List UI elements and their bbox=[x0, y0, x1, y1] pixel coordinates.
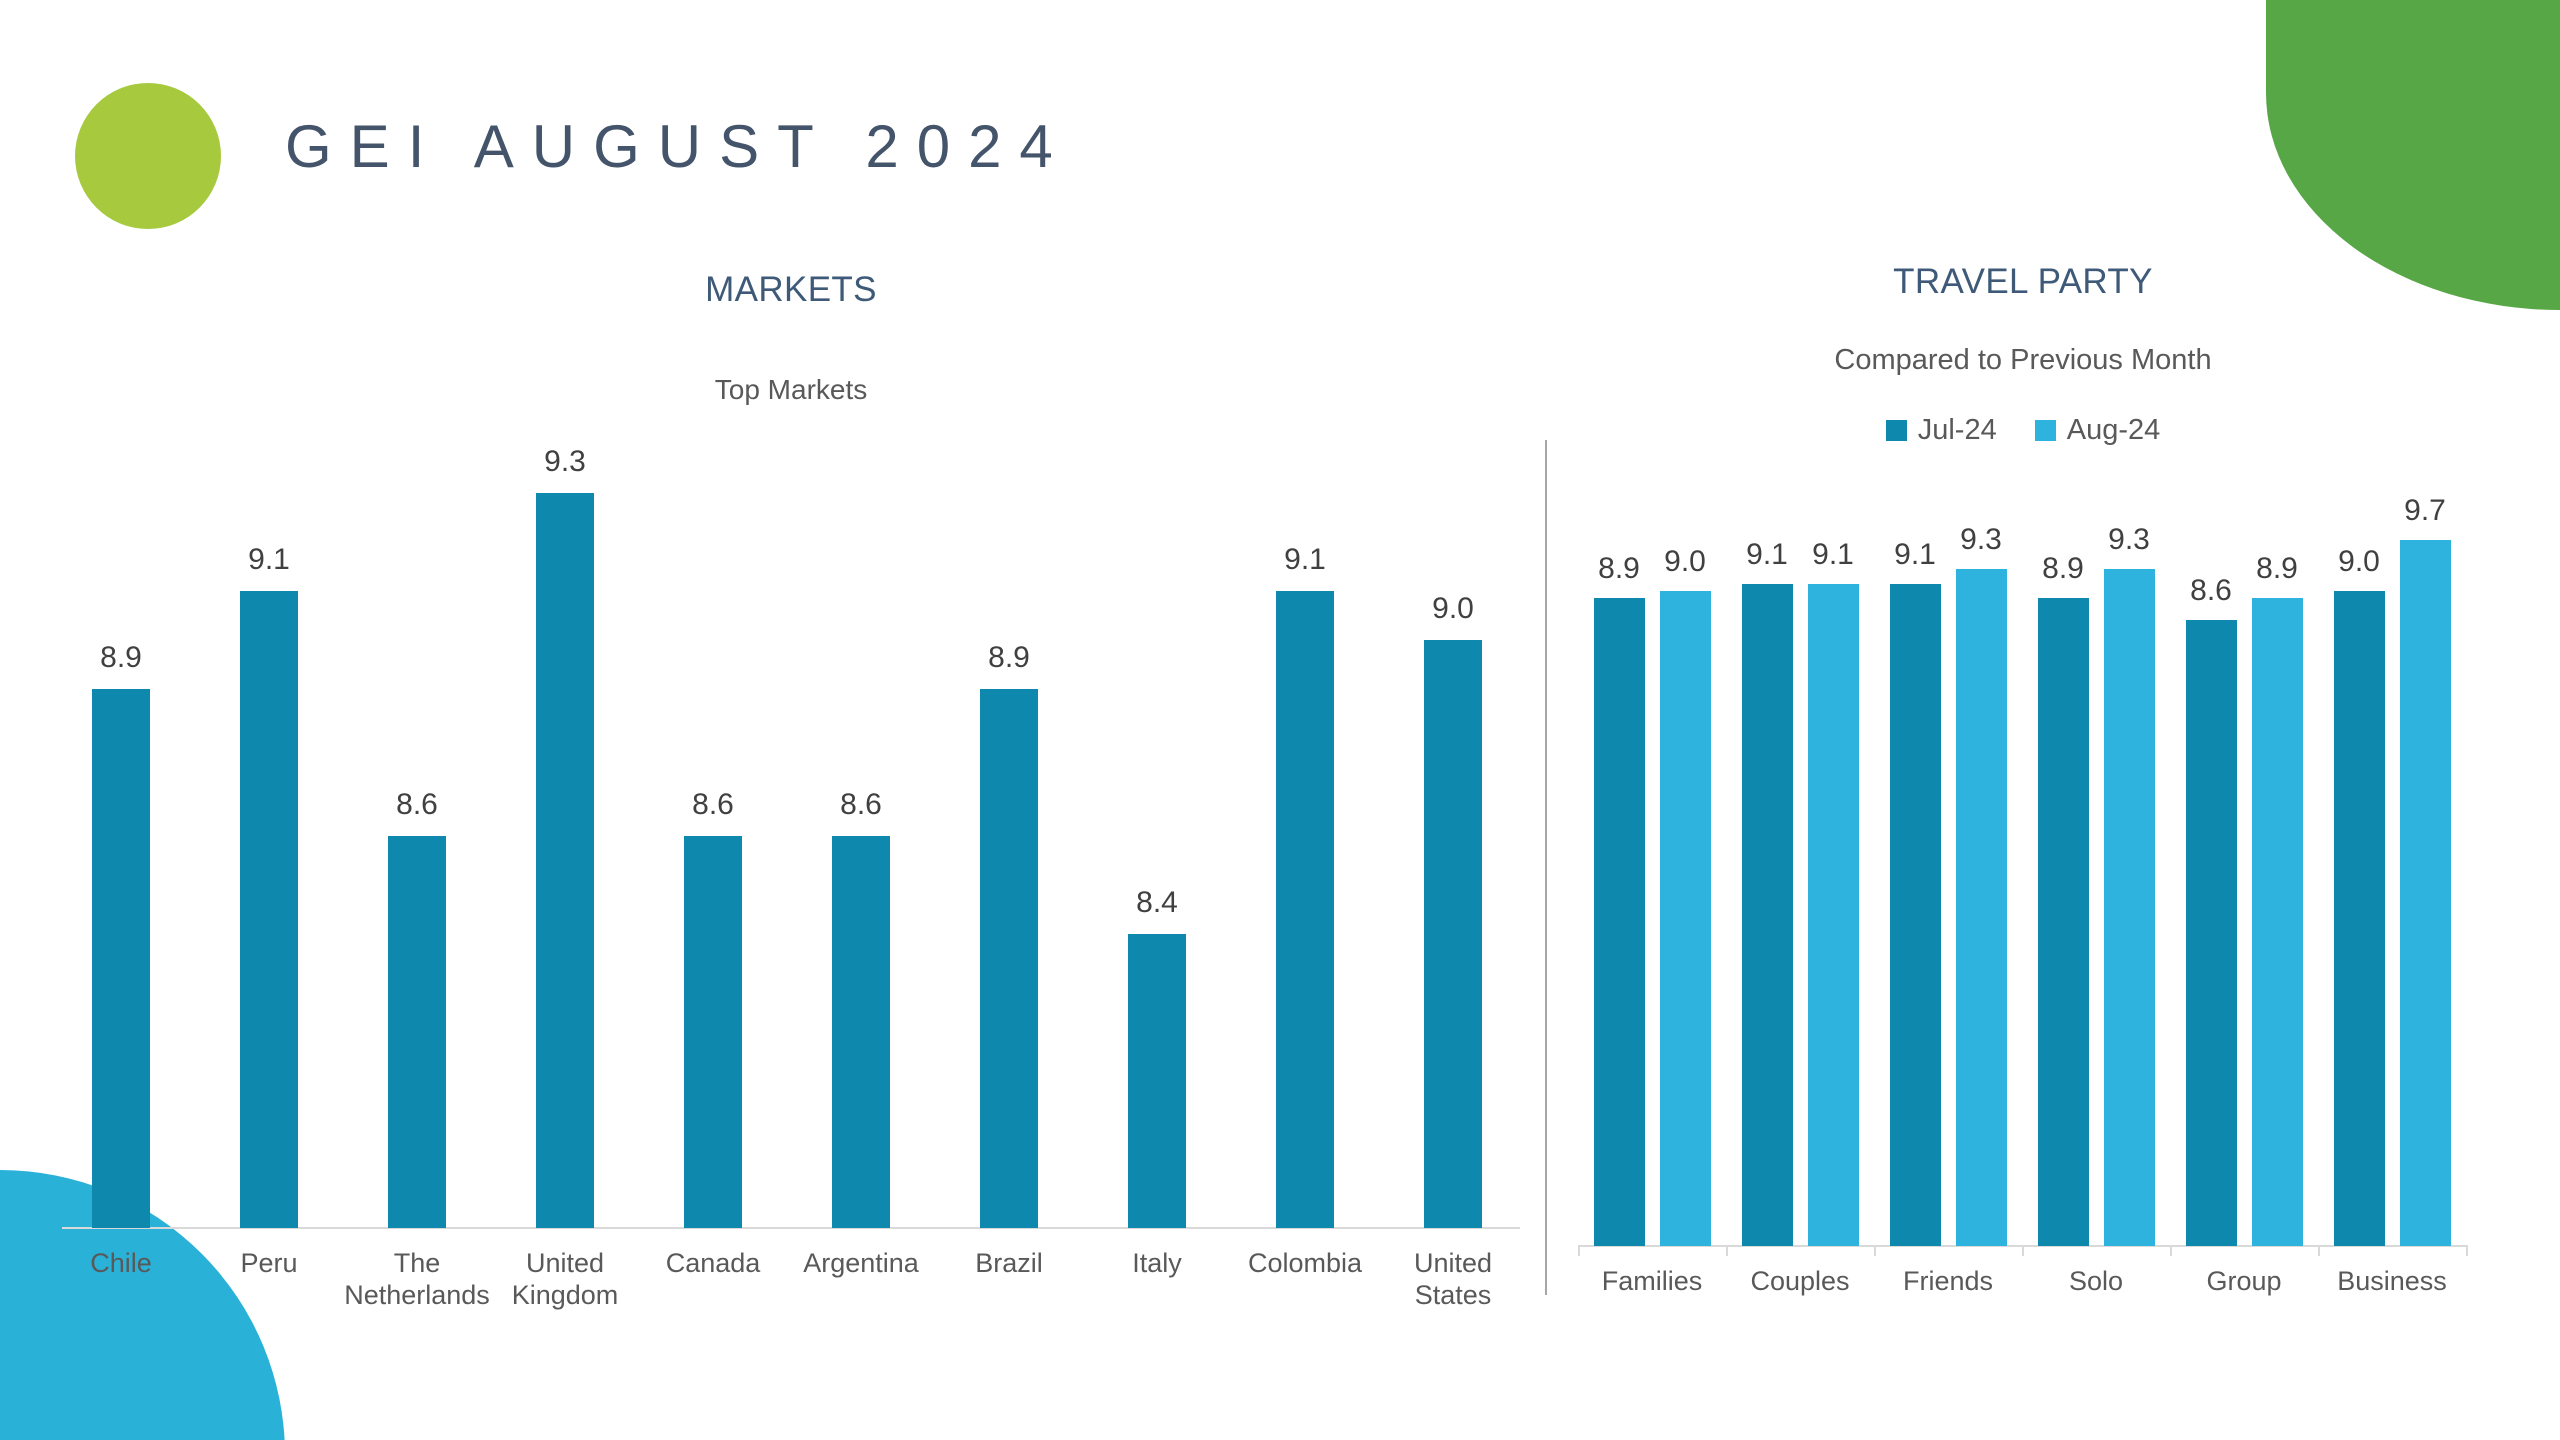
travel-party-value-label: 9.3 bbox=[2108, 523, 2150, 556]
markets-plot: 8.9 Chile 9.1 Peru 8.6 The Netherlands 9.3 Unit… bbox=[62, 395, 1520, 1310]
travel-party-bar bbox=[2103, 569, 2155, 1246]
markets-bar bbox=[832, 836, 890, 1228]
markets-value-label: 9.3 bbox=[544, 445, 586, 478]
travel-party-value-label: 9.1 bbox=[1812, 538, 1854, 571]
markets-value-label: 8.9 bbox=[988, 641, 1030, 674]
markets-value-label: 8.6 bbox=[692, 788, 734, 821]
markets-chart: MARKETS Top Markets 8.9 Chile 9.1 Peru 8.6 Th… bbox=[62, 270, 1520, 1370]
travel-party-category-label: Couples bbox=[1750, 1266, 1850, 1296]
markets-bar bbox=[1276, 591, 1334, 1228]
travel-party-bar bbox=[1807, 584, 1859, 1246]
travel-party-value-label: 9.0 bbox=[2338, 545, 2380, 578]
aug-24-swatch-icon bbox=[2034, 420, 2056, 441]
travel-party-category-label: Friends bbox=[1902, 1266, 1994, 1296]
travel-party-bar bbox=[1593, 598, 1645, 1246]
legend-label-aug-24: Aug-24 bbox=[2066, 414, 2161, 446]
jul-24-swatch-icon bbox=[1885, 420, 1907, 441]
travel-party-value-label: 9.7 bbox=[2404, 494, 2446, 527]
lime-circle-decor bbox=[75, 83, 221, 229]
travel-party-value-label: 9.3 bbox=[1960, 523, 2002, 556]
markets-category-label: Peru bbox=[240, 1248, 298, 1278]
travel-party-value-label: 8.9 bbox=[2256, 552, 2298, 585]
travel-party-axis-tick bbox=[1874, 1246, 1876, 1256]
travel-party-bar bbox=[2251, 598, 2303, 1246]
travel-party-value-label: 9.1 bbox=[1894, 538, 1936, 571]
markets-bar bbox=[980, 689, 1038, 1228]
markets-value-label: 9.1 bbox=[248, 543, 290, 576]
travel-party-legend: Jul-24 Aug-24 bbox=[1580, 414, 2466, 447]
markets-category-label: The Netherlands bbox=[344, 1248, 490, 1310]
travel-party-bar bbox=[1659, 591, 1711, 1246]
travel-party-value-label: 8.9 bbox=[1598, 552, 1640, 585]
markets-category-label: Brazil bbox=[975, 1248, 1043, 1278]
markets-bar bbox=[536, 493, 594, 1228]
travel-party-bar bbox=[1955, 569, 2007, 1246]
travel-party-bar bbox=[2399, 540, 2451, 1246]
markets-value-label: 8.4 bbox=[1136, 886, 1178, 919]
travel-party-axis-tick bbox=[2466, 1246, 2468, 1256]
markets-value-label: 8.6 bbox=[840, 788, 882, 821]
markets-category-label: United States bbox=[1413, 1248, 1493, 1310]
travel-party-axis-tick bbox=[2170, 1246, 2172, 1256]
travel-party-title: TRAVEL PARTY bbox=[1893, 262, 2153, 301]
page-title: GEI AUGUST 2024 bbox=[285, 113, 1071, 180]
markets-value-label: 9.1 bbox=[1284, 543, 1326, 576]
travel-party-value-label: 9.0 bbox=[1664, 545, 1706, 578]
travel-party-axis-tick bbox=[1578, 1246, 1580, 1256]
markets-category-label: Colombia bbox=[1247, 1248, 1363, 1278]
markets-category-label: Canada bbox=[665, 1248, 761, 1278]
markets-bar bbox=[684, 836, 742, 1228]
markets-title: MARKETS bbox=[705, 270, 877, 309]
markets-value-label: 8.9 bbox=[100, 641, 142, 674]
travel-party-category-label: Solo bbox=[2068, 1266, 2124, 1296]
travel-party-value-label: 8.6 bbox=[2190, 574, 2232, 607]
legend-item-jul-24: Jul-24 bbox=[1885, 414, 1997, 447]
markets-x-axis bbox=[62, 1227, 1520, 1229]
travel-party-bar bbox=[2333, 591, 2385, 1246]
travel-party-bar bbox=[1889, 584, 1941, 1246]
markets-bar bbox=[388, 836, 446, 1228]
travel-party-plot: 8.9 9.0 Families 9.1 9.1 Couples 9.1 9.3 Friends… bbox=[1578, 494, 2468, 1296]
travel-party-bar bbox=[2185, 620, 2237, 1246]
travel-party-category-label: Business bbox=[2337, 1266, 2447, 1296]
legend-label-jul-24: Jul-24 bbox=[1917, 414, 1997, 446]
markets-category-label: United Kingdom bbox=[511, 1248, 619, 1310]
travel-party-bar bbox=[1741, 584, 1793, 1246]
travel-party-value-label: 9.1 bbox=[1746, 538, 1788, 571]
travel-party-axis-tick bbox=[2318, 1246, 2320, 1256]
markets-category-label: Chile bbox=[90, 1248, 152, 1278]
travel-party-category-label: Families bbox=[1601, 1266, 1703, 1296]
markets-bar bbox=[1424, 640, 1482, 1228]
travel-party-bar bbox=[2037, 598, 2089, 1246]
travel-party-chart: TRAVEL PARTY Compared to Previous Month … bbox=[1578, 262, 2468, 1362]
travel-party-axis-tick bbox=[2022, 1246, 2024, 1256]
travel-party-category-label: Group bbox=[2206, 1266, 2282, 1296]
markets-value-label: 8.6 bbox=[396, 788, 438, 821]
travel-party-value-label: 8.9 bbox=[2042, 552, 2084, 585]
markets-bar bbox=[1128, 934, 1186, 1228]
markets-category-label: Italy bbox=[1132, 1248, 1182, 1278]
markets-bar bbox=[240, 591, 298, 1228]
travel-party-subtitle: Compared to Previous Month bbox=[1834, 344, 2212, 376]
travel-party-axis-tick bbox=[1726, 1246, 1728, 1256]
legend-item-aug-24: Aug-24 bbox=[2034, 414, 2161, 447]
charts-divider bbox=[1545, 440, 1547, 1295]
markets-subtitle: Top Markets bbox=[714, 374, 868, 405]
markets-bar bbox=[92, 689, 150, 1228]
markets-value-label: 9.0 bbox=[1432, 592, 1474, 625]
markets-category-label: Argentina bbox=[803, 1248, 919, 1278]
